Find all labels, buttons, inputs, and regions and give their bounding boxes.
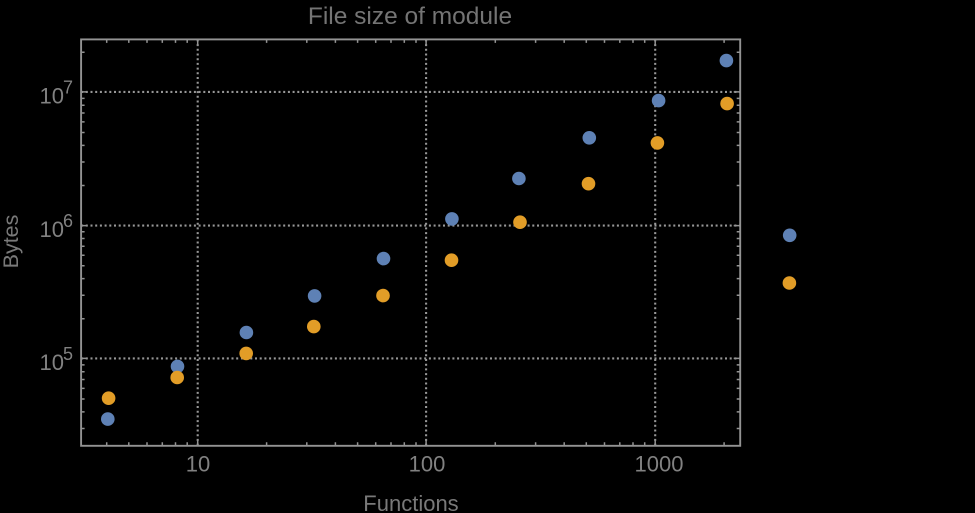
svg-text:File size of module: File size of module [308, 3, 512, 30]
svg-text:10: 10 [186, 452, 210, 477]
svg-text:10: 10 [40, 350, 64, 375]
svg-text:5: 5 [63, 344, 73, 364]
svg-text:Bytes: Bytes [0, 215, 23, 269]
svg-text:10: 10 [40, 83, 64, 108]
svg-text:Functions: Functions [363, 491, 458, 513]
svg-text:100: 100 [409, 452, 446, 477]
svg-text:1000: 1000 [635, 452, 684, 477]
svg-text:10: 10 [40, 217, 64, 242]
svg-text:6: 6 [63, 211, 73, 231]
svg-text:7: 7 [63, 78, 73, 98]
